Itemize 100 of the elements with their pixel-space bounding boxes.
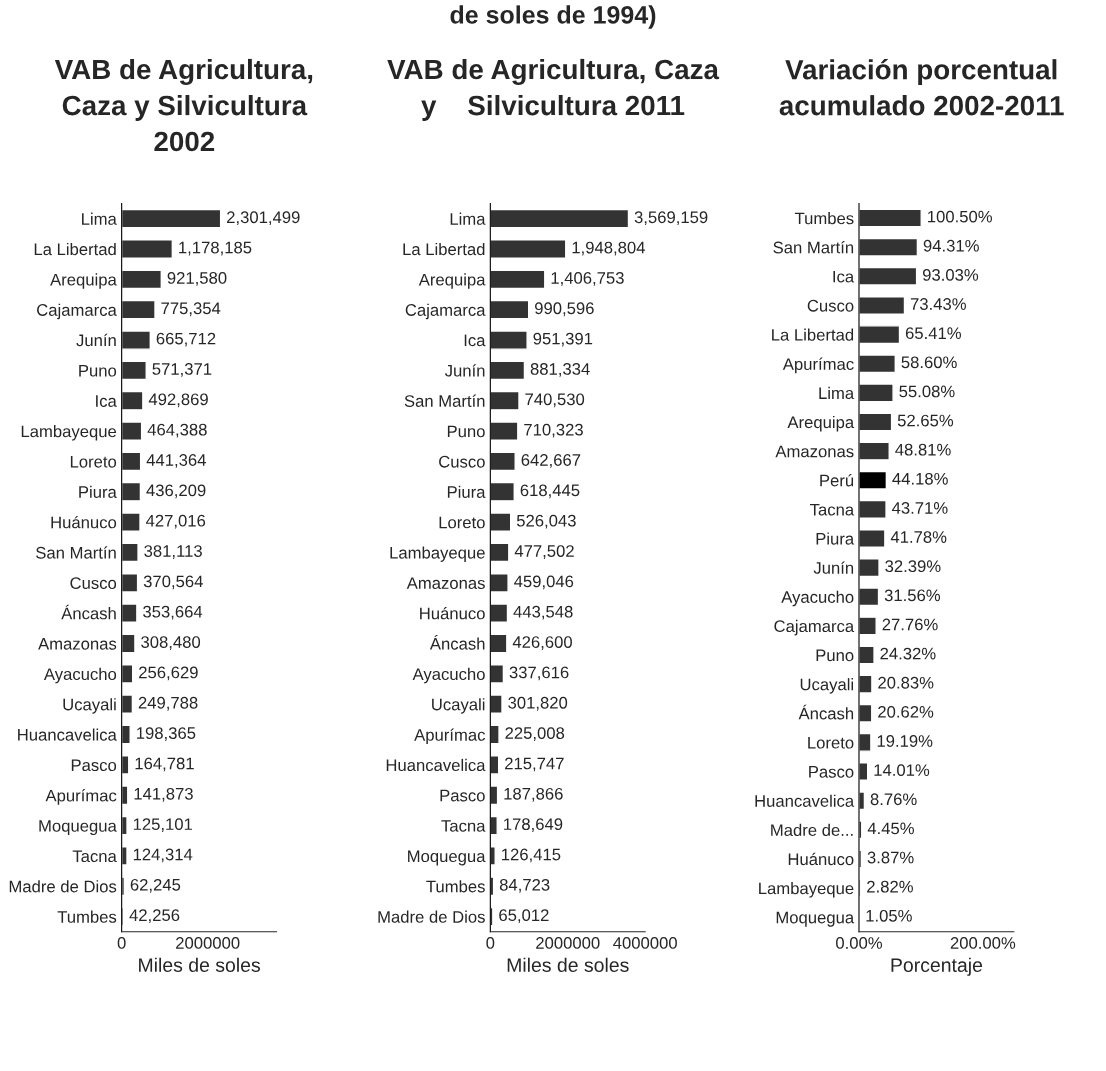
data-label: 73.43% [910,298,966,310]
y-tick-label: Ica [464,334,486,347]
data-label: 8.76% [870,793,917,806]
y-tick-label: Lima [819,386,855,400]
data-label: 164,781 [135,757,194,772]
data-label: 32.39% [885,560,941,573]
y-tick-label: Ica [833,270,855,283]
data-label: 990,596 [535,302,594,317]
y-tick-label: Arequipa [418,273,486,289]
y-tick-label: Perú [820,474,854,487]
data-label: 100.50% [928,210,992,223]
y-tick-label: Lima [450,212,486,225]
y-tick-label: Ucayali [432,698,485,714]
y-tick-label: San Martín [773,240,854,254]
data-label: 526,043 [516,514,576,529]
data-label: 84,723 [499,878,550,893]
y-tick-label: Tumbes [426,880,485,893]
data-label: 27.76% [882,618,938,631]
data-label: 427,016 [145,514,206,529]
data-label: 141,873 [134,787,193,802]
y-tick-label: Pasco [440,789,485,802]
data-label: 308,480 [141,636,201,650]
data-label: 44.18% [892,472,948,485]
x-tick-label: 2000000 [536,937,600,949]
data-label: 62,245 [130,878,181,893]
y-tick-label: Cajamarca [405,303,486,320]
y-tick-label: La Libertad [34,242,116,256]
y-tick-label: Tumbes [794,212,854,225]
data-label: 256,629 [139,666,198,681]
data-label: 881,334 [530,363,590,377]
data-label: 198,365 [137,727,196,741]
data-label: 337,616 [509,666,569,681]
data-label: 215,747 [505,757,564,772]
data-label: 1,178,185 [179,241,252,256]
x-axis-title: Miles de soles [139,957,260,973]
y-tick-label: Ucayali [63,698,116,714]
data-label: 187,866 [504,787,563,802]
y-tick-label: Tumbes [57,910,117,923]
data-label: 443,548 [513,605,573,620]
y-tick-label: Madre de Dios [9,880,117,893]
y-tick-label: Madre de... [771,823,853,837]
data-label: 381,113 [144,545,202,559]
data-label: 93.03% [922,268,979,281]
data-label: 921,580 [167,272,227,286]
data-label: 1.05% [866,909,912,922]
x-tick-label: 0 [117,937,126,949]
data-label: 3.87% [867,851,914,864]
data-label: 41.78% [890,531,947,543]
y-tick-label: Huancavelica [755,794,855,807]
y-tick-label: Cusco [439,455,485,468]
data-label: 492,869 [148,393,208,408]
x-tick-label: 2000000 [176,937,240,949]
data-label: 710,323 [524,423,583,438]
text: de soles de 1994) [450,5,656,29]
data-label: 4.45% [867,822,914,835]
y-tick-label: Arequipa [50,273,117,289]
data-label: 2.82% [867,880,913,893]
y-tick-label: Cusco [807,299,854,312]
y-tick-label: Áncash [798,704,854,720]
x-tick-label: 0.00% [836,937,883,949]
y-tick-label: Puno [79,364,117,377]
data-label: 477,502 [514,545,574,559]
x-axis-title: Porcentaje [891,957,983,976]
y-tick-label: Lambayeque [21,425,117,441]
data-label: 65,012 [499,909,549,924]
y-tick-label: Loreto [439,516,485,529]
y-tick-label: Cusco [70,577,117,590]
data-label: 459,046 [514,575,574,590]
data-label: 126,415 [502,848,561,863]
data-label: 65.41% [905,327,961,340]
y-tick-label: Lambayeque [390,546,485,562]
y-tick-label: Piura [816,532,855,545]
data-label: 353,664 [143,605,203,620]
y-tick-label: Moquegua [776,911,855,927]
chart-title: VAB de Agricultura, Caza y Silvicultura 2011 [387,58,720,121]
y-tick-label: Moquegua [408,850,486,866]
y-tick-label: Tacna [72,850,117,863]
y-tick-label: Junín [76,333,116,347]
y-tick-label: Apurímac [45,789,117,805]
data-label: 31.56% [884,589,941,602]
data-label: 19.19% [877,735,933,747]
y-tick-label: Huánuco [788,852,854,866]
y-tick-label: Ica [96,395,117,407]
y-tick-label: Junín [813,561,854,574]
data-label: 55.08% [899,385,955,398]
data-label: 951,391 [533,332,593,347]
y-tick-label: Puno [816,649,854,662]
data-label: 441,364 [146,454,206,468]
data-label: 225,008 [505,727,565,741]
y-tick-label: San Martín [36,546,116,559]
y-tick-label: Apurímac [414,728,486,745]
y-tick-label: Moquegua [39,820,117,836]
y-tick-label: Pasco [809,766,854,778]
y-tick-label: Loreto [70,456,117,468]
x-tick-label: 4000000 [613,937,677,949]
data-label: 20.83% [878,676,934,689]
data-label: 426,600 [512,636,572,650]
y-tick-label: La Libertad [403,242,485,256]
y-tick-label: Cajamarca [774,619,855,636]
y-tick-label: Piura [447,485,486,498]
